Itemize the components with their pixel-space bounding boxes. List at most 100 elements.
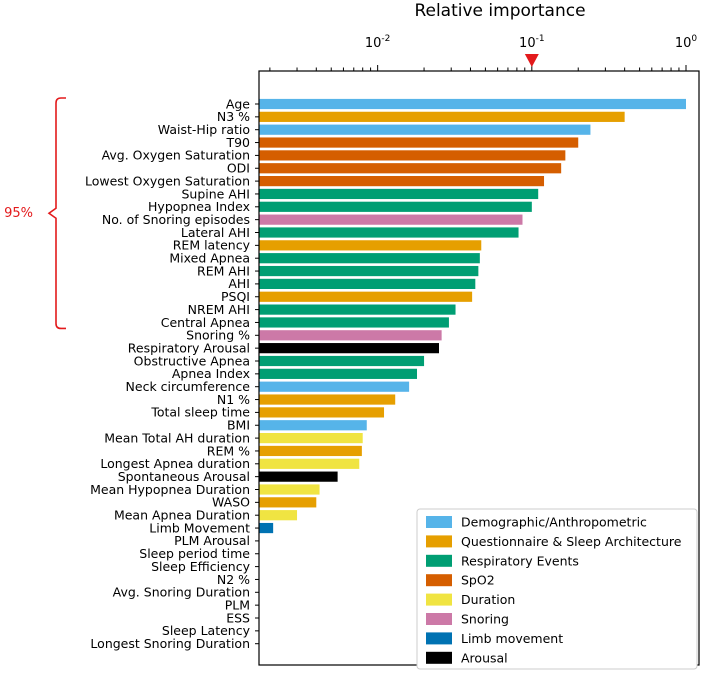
y-label-ahi: AHI	[228, 276, 250, 291]
threshold-marker-icon	[524, 54, 539, 67]
chart-title: Relative importance	[414, 1, 585, 21]
y-label-limb-movement: Limb Movement	[149, 520, 250, 535]
x-tick-base: 10	[365, 36, 382, 51]
y-label-n3: N3 %	[217, 109, 250, 124]
x-tick-label: 10-1	[519, 34, 545, 51]
legend-label-spo2: SpO2	[461, 573, 495, 588]
legend-swatch-respiratory-events	[426, 554, 452, 567]
bar-limb-movement	[259, 522, 274, 534]
legend-swatch-arousal	[426, 651, 452, 664]
bar-odi	[259, 163, 562, 174]
percent-bracket: 95%	[4, 97, 66, 330]
y-label-plm: PLM	[225, 597, 250, 612]
y-label-sleep-period-time: Sleep period time	[139, 546, 250, 561]
y-label-odi: ODI	[227, 161, 250, 176]
legend-label-arousal: Arousal	[461, 650, 508, 665]
legend-swatch-limb-movement	[426, 632, 452, 645]
y-label-supine-ahi: Supine AHI	[182, 186, 251, 201]
y-label-n2: N2 %	[217, 572, 250, 587]
legend-swatch-spo2	[426, 574, 452, 587]
x-tick-label: 100	[675, 34, 698, 51]
bar-bmi	[259, 420, 367, 431]
y-label-waso: WASO	[212, 495, 250, 510]
bar-supine-ahi	[259, 188, 539, 200]
y-label-lateral-ahi: Lateral AHI	[181, 225, 250, 240]
x-tick-exponent: -2	[381, 34, 390, 44]
legend: Demographic/Anthropometric Questionnaire …	[416, 508, 698, 670]
y-label-hypopnea-index: Hypopnea Index	[148, 199, 250, 214]
legend-swatch-questionnaire-sleep-architecture	[426, 535, 452, 548]
bar-total-sleep-time	[259, 407, 385, 418]
y-label-apnea-index: Apnea Index	[172, 366, 250, 381]
bar-neck-circumference	[259, 381, 410, 392]
y-label-sleep-latency: Sleep Latency	[162, 623, 251, 638]
bar-obstructive-apnea	[259, 355, 425, 367]
bar-spontaneous-arousal	[259, 471, 338, 482]
legend-label-demographic-anthropometric: Demographic/Anthropometric	[461, 515, 647, 530]
y-label-rem-latency: REM latency	[173, 238, 251, 253]
bar-lowest-oxygen-saturation	[259, 176, 545, 187]
bar-central-apnea	[259, 317, 449, 328]
x-tick-label: 10-2	[365, 34, 391, 51]
y-label-central-apnea: Central Apnea	[161, 315, 250, 330]
bars-group	[259, 98, 686, 534]
bar-psqi	[259, 291, 473, 302]
x-tick-base: 10	[675, 36, 692, 51]
y-label-psqi: PSQI	[221, 289, 250, 304]
x-tick-base: 10	[519, 36, 536, 51]
x-tick-exponent: 0	[691, 34, 697, 44]
y-label-neck-circumference: Neck circumference	[126, 379, 251, 394]
bar-mean-apnea-duration	[259, 510, 298, 521]
y-label-longest-apnea-duration: Longest Apnea duration	[100, 456, 250, 471]
bar-waist-hip-ratio	[259, 124, 591, 135]
bar-no-of-snoring-episodes	[259, 214, 523, 225]
y-label-avg-oxygen-saturation: Avg. Oxygen Saturation	[102, 148, 250, 163]
y-label-rem: REM %	[207, 443, 250, 458]
y-label-snoring: Snoring %	[186, 328, 250, 343]
y-label-respiratory-arousal: Respiratory Arousal	[128, 340, 250, 355]
bracket-path	[47, 97, 66, 330]
y-label-mean-hypopnea-duration: Mean Hypopnea Duration	[90, 482, 250, 497]
legend-swatch-duration	[426, 593, 452, 606]
y-label-bmi: BMI	[227, 418, 250, 433]
bar-ahi	[259, 278, 476, 289]
y-label-n1: N1 %	[217, 392, 250, 407]
bar-rem-ahi	[259, 265, 479, 277]
bar-mean-total-ah-duration	[259, 433, 363, 444]
y-label-ess: ESS	[226, 610, 250, 625]
bar-mean-hypopnea-duration	[259, 484, 320, 495]
bar-waso	[259, 497, 317, 508]
legend-label-questionnaire-sleep-architecture: Questionnaire & Sleep Architecture	[461, 534, 682, 549]
y-label-mean-total-ah-duration: Mean Total AH duration	[104, 430, 250, 445]
legend-label-duration: Duration	[461, 592, 515, 607]
x-tick-exponent: -1	[536, 34, 545, 44]
bar-n1	[259, 394, 396, 405]
bar-avg-oxygen-saturation	[259, 150, 566, 161]
legend-label-respiratory-events: Respiratory Events	[461, 553, 579, 568]
y-label-spontaneous-arousal: Spontaneous Arousal	[118, 469, 250, 484]
bar-apnea-index	[259, 368, 418, 379]
legend-swatch-demographic-anthropometric	[426, 516, 452, 528]
bar-respiratory-arousal	[259, 343, 439, 354]
legend-label-limb-movement: Limb movement	[461, 631, 563, 646]
bar-lateral-ahi	[259, 227, 519, 238]
bar-t90	[259, 137, 579, 148]
y-label-lowest-oxygen-saturation: Lowest Oxygen Saturation	[85, 173, 250, 188]
bar-rem-latency	[259, 240, 482, 251]
bracket-label: 95%	[4, 206, 33, 221]
x-axis-ticks: 10-2 10-1 100	[269, 34, 698, 71]
bar-hypopnea-index	[259, 201, 532, 212]
y-label-avg-snoring-duration: Avg. Snoring Duration	[113, 585, 250, 600]
bar-nrem-ahi	[259, 304, 456, 315]
legend-label-snoring: Snoring	[461, 612, 509, 627]
y-label-mixed-apnea: Mixed Apnea	[169, 251, 250, 266]
y-label-longest-snoring-duration: Longest Snoring Duration	[90, 636, 250, 651]
bar-age	[259, 98, 686, 110]
legend-swatch-snoring	[426, 613, 452, 625]
bar-mixed-apnea	[259, 253, 480, 264]
y-label-rem-ahi: REM AHI	[197, 263, 250, 278]
bar-snoring	[259, 330, 442, 341]
y-label-waist-hip-ratio: Waist-Hip ratio	[158, 122, 250, 137]
